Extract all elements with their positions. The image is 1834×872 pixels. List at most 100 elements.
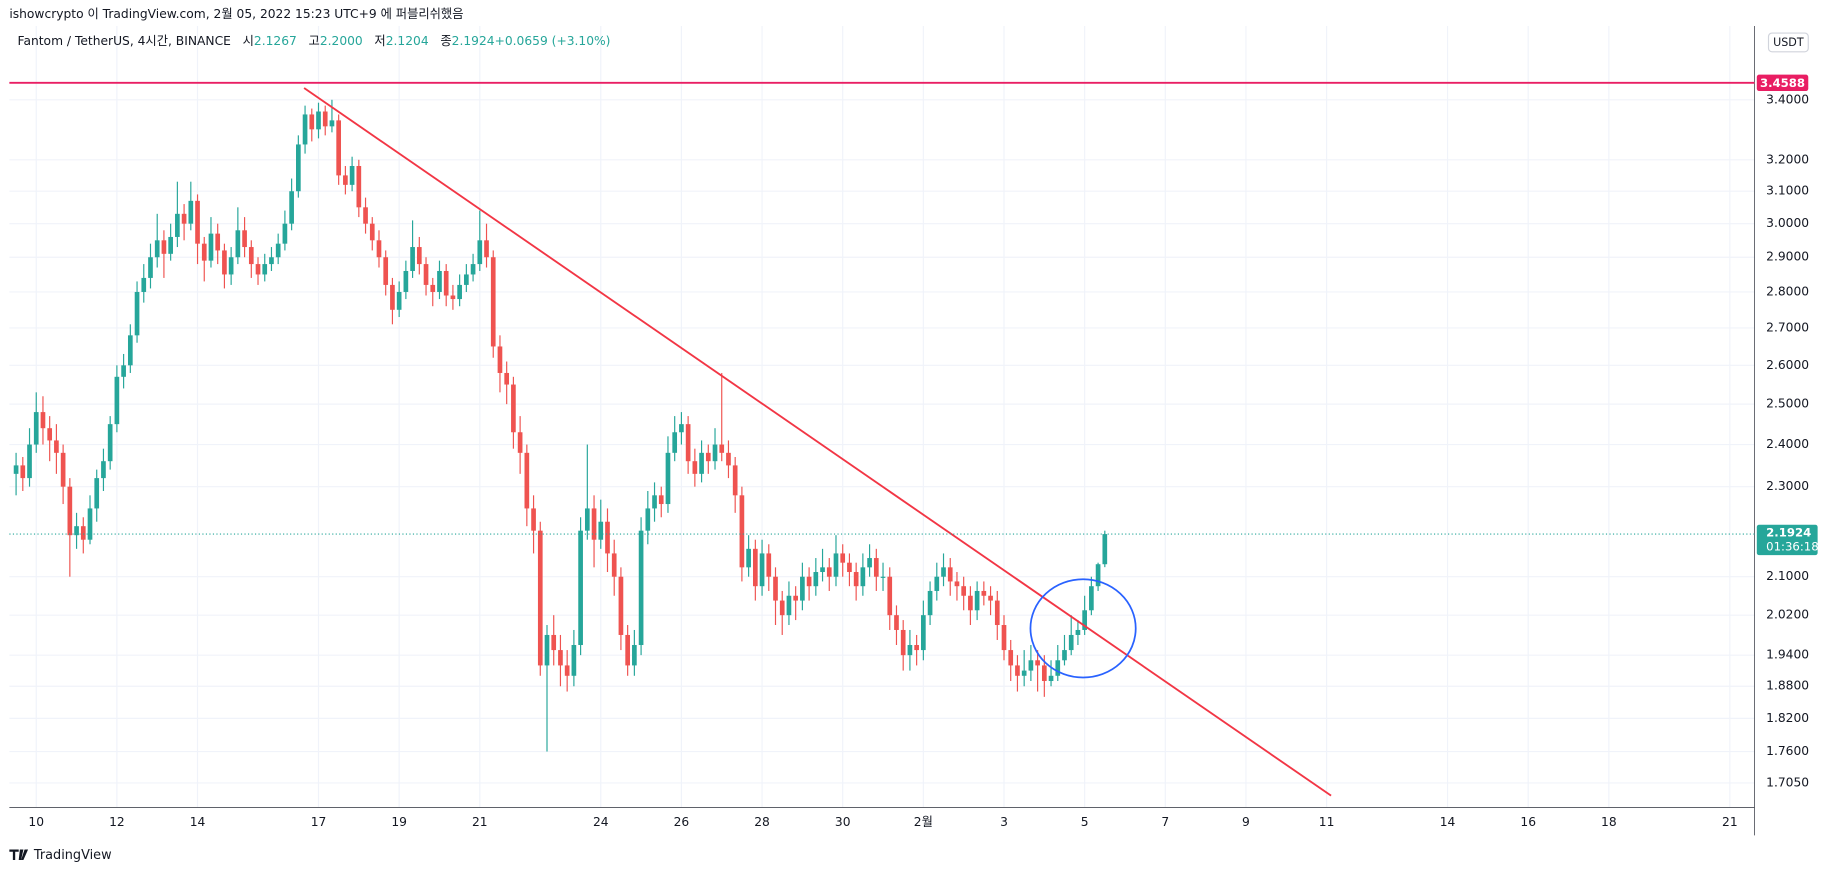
level-label-box: [1756, 74, 1809, 92]
header: ishowcrypto 이 TradingView.com, 2월 05, 20…: [9, 6, 463, 21]
candle-body: [712, 444, 718, 462]
x-tick-label: 9: [1242, 815, 1250, 829]
candle-body: [228, 257, 234, 275]
candle-body: [544, 634, 550, 666]
candle-body: [477, 240, 483, 265]
candle-body: [376, 240, 382, 258]
candle-body: [611, 553, 617, 577]
candle-body: [1089, 586, 1094, 611]
candle-body: [1001, 625, 1007, 651]
candle-body: [571, 645, 577, 676]
candle-body: [383, 257, 389, 285]
candle-body: [1035, 660, 1040, 666]
x-tick-label: 3: [1000, 815, 1008, 829]
candle-body: [719, 444, 725, 453]
currency[interactable]: USDT: [1773, 36, 1804, 49]
candle-body: [517, 432, 523, 453]
candle-body: [74, 526, 79, 536]
legend-value: 2.1267: [254, 34, 297, 48]
candle-body: [114, 376, 120, 425]
candle-body: [322, 111, 328, 127]
candle-body: [403, 270, 409, 292]
candle-body: [262, 264, 268, 275]
countdown: 01:36:18: [1766, 539, 1819, 553]
candle-body: [208, 233, 214, 261]
legend: Fantom / TetherUS, 4시간, BINANCE 시2.1267 고2…: [18, 34, 611, 48]
y-tick-label: 2.4000: [1766, 437, 1809, 451]
candle-body: [974, 590, 980, 611]
x-tick-label: 16: [1520, 815, 1536, 829]
candle-body: [591, 508, 597, 540]
candle-body: [1048, 675, 1054, 682]
candle-body: [826, 567, 832, 577]
candle-body: [94, 478, 100, 509]
candle-body: [289, 191, 294, 224]
candle-body: [840, 553, 846, 563]
y-tick-label: 2.7000: [1766, 320, 1809, 334]
candle-body: [141, 277, 147, 292]
candle-body: [598, 521, 604, 540]
candle-body: [806, 576, 812, 587]
candle-body: [40, 412, 46, 429]
candle-body: [201, 243, 207, 261]
candle-body: [672, 432, 678, 453]
candle-body: [894, 615, 899, 630]
candle-body: [154, 240, 160, 258]
candle-body: [968, 595, 973, 611]
legend-label: 시: [243, 34, 254, 48]
trend-line: [303, 87, 1332, 797]
candle-body: [658, 495, 664, 505]
candle-body: [779, 600, 785, 616]
candle-body: [336, 120, 342, 176]
y-tick-label: 2.3000: [1766, 479, 1809, 493]
candle-body: [531, 508, 536, 531]
candle-body: [309, 114, 315, 130]
candle-body: [766, 553, 772, 577]
candle-body: [1102, 534, 1108, 565]
candle-body: [941, 567, 946, 577]
candle-body: [900, 629, 906, 656]
legend-value: +0.0659 (+3.10%): [495, 34, 611, 48]
candle-body: [181, 213, 187, 224]
candle-body: [390, 284, 395, 310]
candle-body: [490, 257, 496, 347]
y-tick-label: 2.0200: [1766, 608, 1809, 622]
candle-body: [853, 572, 859, 587]
level-label: 3.4588: [1760, 76, 1805, 90]
y-tick-label: 1.8200: [1766, 711, 1809, 725]
y-tick-label: 2.1000: [1766, 569, 1809, 583]
candle-body: [396, 291, 402, 310]
candle-body: [746, 548, 751, 568]
candle-body: [33, 412, 39, 445]
last-price-box: [1756, 524, 1818, 556]
x-tick-label: 18: [1601, 815, 1617, 829]
legend-value: 2.1204: [386, 34, 429, 48]
candle-body: [457, 284, 462, 300]
logo: [9, 849, 29, 860]
candle-body: [954, 581, 960, 587]
candle-body: [1021, 670, 1027, 676]
legend-label: 고: [309, 34, 320, 48]
candle-body: [759, 553, 765, 587]
candle-body: [732, 465, 738, 496]
candle-body: [437, 270, 442, 292]
candle-body: [302, 114, 308, 145]
candle-body: [860, 567, 866, 587]
candle-body: [578, 530, 583, 646]
candle-body: [907, 645, 913, 656]
candle-body: [847, 562, 852, 573]
candle-body: [1062, 650, 1067, 661]
candle-body: [215, 233, 221, 251]
candle-body: [101, 461, 106, 479]
candle-body: [1008, 650, 1014, 666]
y-tick-label: 3.1000: [1766, 184, 1809, 198]
candle-body: [1082, 610, 1087, 630]
candle-body: [54, 440, 59, 453]
currency-button[interactable]: [1767, 32, 1809, 53]
candle-body: [175, 213, 180, 237]
candle-body: [363, 207, 368, 224]
candle-body: [558, 650, 563, 666]
legend-value: 2.1924: [452, 34, 495, 48]
candle-body: [60, 452, 66, 487]
